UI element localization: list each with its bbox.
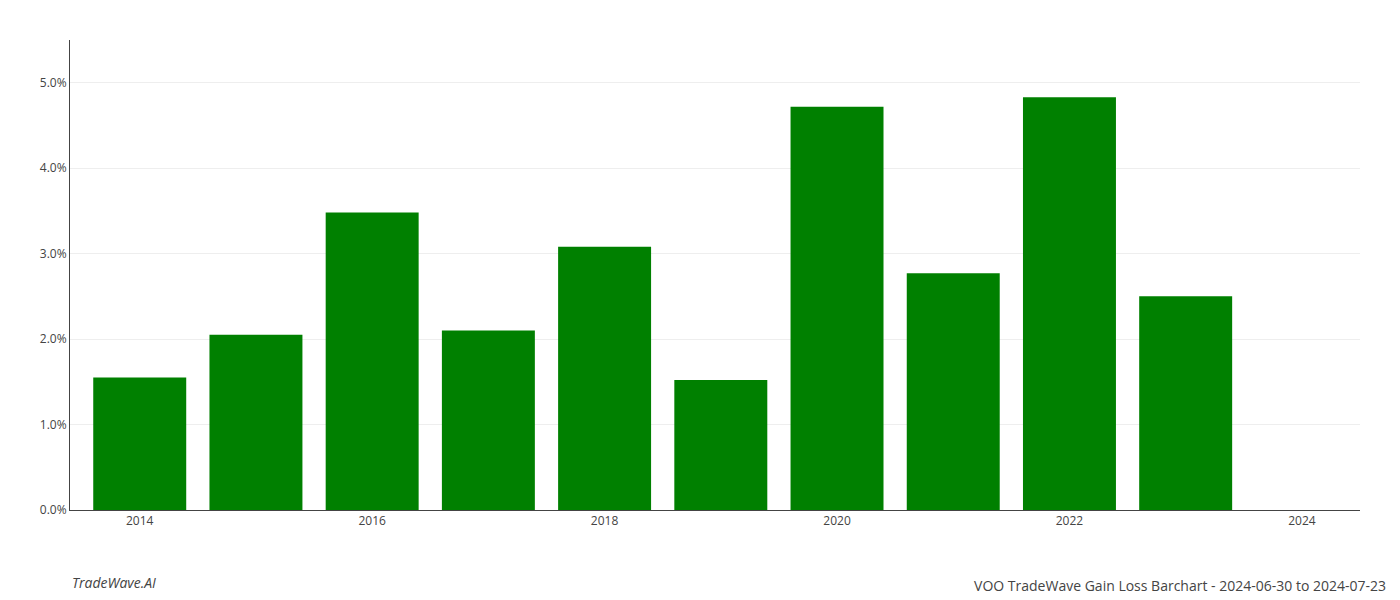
svg-text:2016: 2016 bbox=[358, 512, 386, 529]
svg-text:2.0%: 2.0% bbox=[40, 330, 67, 347]
svg-text:4.0%: 4.0% bbox=[40, 159, 67, 176]
svg-text:2020: 2020 bbox=[823, 512, 851, 529]
svg-text:TradeWave.AI: TradeWave.AI bbox=[72, 573, 156, 592]
svg-text:0.0%: 0.0% bbox=[40, 501, 67, 518]
svg-text:5.0%: 5.0% bbox=[40, 74, 67, 91]
svg-text:1.0%: 1.0% bbox=[40, 416, 67, 433]
svg-text:3.0%: 3.0% bbox=[40, 245, 67, 262]
svg-text:2018: 2018 bbox=[591, 512, 619, 529]
svg-text:2022: 2022 bbox=[1056, 512, 1084, 529]
svg-text:VOO TradeWave Gain Loss Barcha: VOO TradeWave Gain Loss Barchart - 2024-… bbox=[974, 576, 1386, 595]
svg-text:2014: 2014 bbox=[126, 512, 154, 529]
svg-text:2024: 2024 bbox=[1288, 512, 1316, 529]
